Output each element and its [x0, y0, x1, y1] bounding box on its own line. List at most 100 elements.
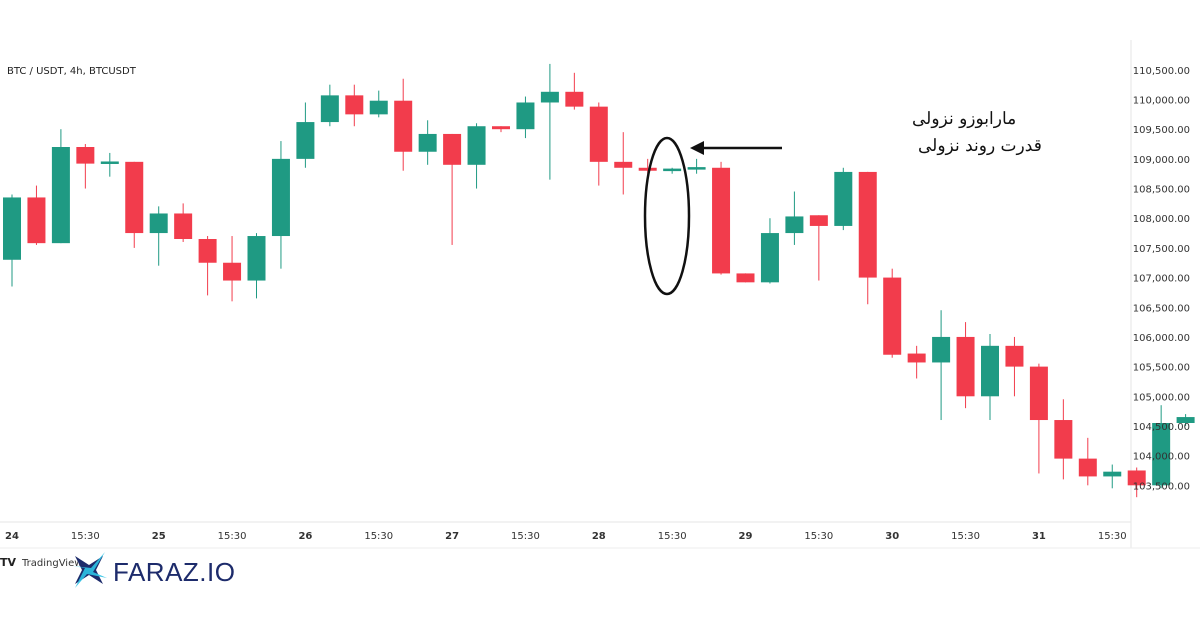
- candle-8: [198, 236, 217, 296]
- candle-46: [1127, 467, 1146, 498]
- candle-body: [76, 147, 95, 164]
- y-tick-label: 105,500.00: [1133, 363, 1190, 374]
- candle-body: [687, 167, 706, 170]
- candle-31: [760, 218, 779, 284]
- candle-7: [174, 203, 193, 242]
- candle-body: [1054, 420, 1073, 459]
- candle-body: [883, 277, 902, 355]
- faraz-logo-icon: [73, 552, 107, 588]
- candle-10: [247, 233, 266, 299]
- candle-body: [981, 345, 999, 397]
- candle-45: [1103, 464, 1122, 489]
- chart-frame: [0, 40, 1200, 549]
- candle-37: [907, 345, 926, 379]
- candle-41: [1005, 336, 1024, 397]
- candle-body: [540, 91, 559, 103]
- candle-body: [443, 133, 462, 165]
- candle-body: [589, 106, 608, 162]
- candle-body: [1078, 458, 1097, 477]
- candle-body: [614, 161, 633, 168]
- candle-body: [369, 100, 388, 115]
- candle-body: [467, 126, 486, 165]
- candle-body: [394, 100, 413, 152]
- candle-body: [712, 167, 731, 274]
- candle-body: [932, 336, 951, 363]
- x-tick-label: 15:30: [71, 531, 100, 542]
- y-tick-label: 104,500.00: [1133, 422, 1190, 433]
- candle-24: [589, 102, 608, 186]
- x-tick-label: 15:30: [364, 531, 393, 542]
- brand-logo: FARAZ.IO: [73, 552, 235, 588]
- candle-body: [736, 273, 755, 283]
- candle-16: [394, 78, 413, 171]
- candle-13: [320, 84, 339, 127]
- candle-40: [981, 333, 999, 421]
- candle-28: [687, 158, 706, 174]
- candle-body: [1176, 417, 1195, 423]
- candle-body: [1005, 345, 1024, 367]
- candle-1: [27, 185, 46, 245]
- annotation-line-1: مارابوزو نزولی: [912, 109, 1016, 129]
- y-tick-label: 109,500.00: [1133, 125, 1190, 136]
- candle-21: [516, 96, 535, 139]
- candle-42: [1029, 363, 1048, 474]
- candle-body: [149, 213, 168, 234]
- x-tick-label: 15:30: [951, 531, 980, 542]
- candle-body: [100, 161, 119, 164]
- candle-4: [100, 152, 119, 177]
- candle-35: [858, 171, 877, 305]
- candle-body: [51, 147, 70, 244]
- time-axis: 24 15:30 25 15:30 26 15:30 27 15:30 28 15:30 29 15:…: [5, 531, 1127, 542]
- candle-0: [3, 194, 21, 287]
- candle-body: [345, 95, 364, 115]
- candle-body: [1152, 423, 1171, 486]
- candle-body: [956, 336, 975, 397]
- candle-39: [956, 322, 975, 409]
- candle-3: [76, 144, 95, 189]
- candle-body: [1029, 366, 1048, 421]
- candle-body: [492, 126, 510, 130]
- x-tick-label: 15:30: [511, 531, 540, 542]
- candle-14: [345, 84, 364, 127]
- candle-20: [492, 126, 510, 133]
- candle-36: [883, 268, 902, 358]
- candle-47: [1152, 405, 1171, 489]
- candle-body: [1127, 470, 1146, 486]
- candle-33: [809, 215, 828, 281]
- candle-12: [296, 102, 315, 168]
- arrow-head-icon: [690, 141, 704, 155]
- candle-body: [198, 239, 217, 263]
- candle-body: [760, 233, 779, 283]
- annotation-line-2: قدرت روند نزولی: [918, 136, 1042, 156]
- candles-layer: [3, 63, 1195, 498]
- candle-6: [149, 206, 168, 266]
- candle-body: [516, 102, 535, 130]
- candle-15: [369, 90, 388, 118]
- candle-body: [1103, 471, 1122, 477]
- symbol-label: BTC / USDT, 4h, BTCUSDT: [7, 66, 137, 77]
- brand-name: FARAZ.IO: [113, 557, 235, 587]
- candle-17: [418, 120, 437, 165]
- highlight-ellipse: [643, 136, 691, 296]
- candle-44: [1078, 437, 1097, 486]
- x-tick-label: 25: [152, 531, 166, 542]
- candle-body: [125, 161, 144, 234]
- candle-body: [809, 215, 828, 226]
- y-tick-label: 106,000.00: [1133, 333, 1190, 344]
- x-tick-label: 30: [885, 531, 899, 542]
- candle-body: [27, 197, 46, 244]
- x-tick-label: 24: [5, 531, 19, 542]
- candle-43: [1054, 399, 1073, 480]
- annotation: مارابوزو نزولی قدرت روند نزولی: [643, 109, 1042, 296]
- y-tick-label: 104,000.00: [1133, 452, 1190, 463]
- y-tick-label: 107,500.00: [1133, 244, 1190, 255]
- candle-body: [785, 216, 804, 234]
- tradingview-watermark: TV TradingView: [0, 556, 82, 569]
- candle-25: [614, 132, 633, 195]
- candle-body: [3, 197, 21, 260]
- y-tick-label: 107,000.00: [1133, 274, 1190, 285]
- candle-19: [467, 123, 486, 189]
- x-tick-label: 27: [445, 531, 459, 542]
- candle-29: [712, 161, 731, 275]
